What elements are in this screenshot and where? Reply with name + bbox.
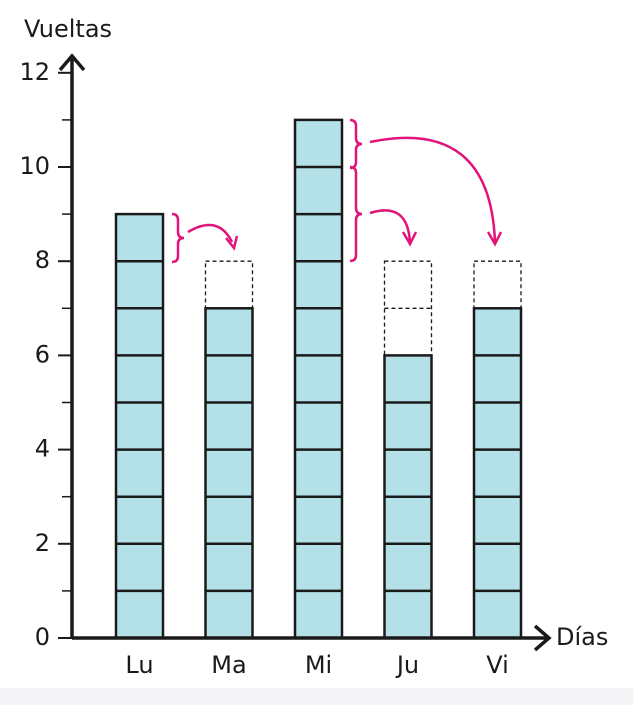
arrow-head: [486, 231, 503, 247]
brace: [349, 165, 363, 263]
annotations: [171, 118, 503, 264]
y-axis-label: Vueltas: [24, 15, 112, 43]
arrow: [369, 209, 412, 244]
x-axis: [72, 624, 552, 652]
x-tick-label: Ma: [211, 651, 246, 679]
y-axis: [58, 53, 86, 638]
brace: [349, 118, 363, 170]
x-axis-label: Días: [556, 623, 608, 651]
y-tick-label: 4: [35, 435, 50, 463]
arrow-head: [401, 231, 418, 247]
bar: [204, 307, 254, 640]
arrow: [369, 136, 497, 243]
plot: 0 2 4 6 8 10 12 Lu Ma Mi Ju Vi: [19, 58, 523, 679]
bar: [114, 212, 165, 640]
y-tick-label: 12: [19, 58, 50, 86]
target-outline: [473, 260, 522, 309]
y-tick-label: 10: [19, 152, 50, 180]
arrow-head: [225, 235, 239, 251]
arrow: [187, 223, 234, 243]
y-tick-label: 2: [35, 529, 50, 557]
x-tick-label: Mi: [305, 651, 332, 679]
target-outline: [204, 260, 254, 309]
brace: [171, 212, 185, 264]
x-tick-label: Vi: [486, 651, 509, 679]
bar: [293, 118, 344, 640]
y-tick-label: 8: [35, 246, 50, 274]
bar: [472, 307, 523, 640]
x-tick-label: Lu: [125, 651, 153, 679]
y-tick-label: 0: [35, 623, 50, 651]
x-tick-label: Ju: [395, 651, 419, 679]
y-tick-label: 6: [35, 340, 50, 368]
bottom-strip: [0, 688, 633, 705]
